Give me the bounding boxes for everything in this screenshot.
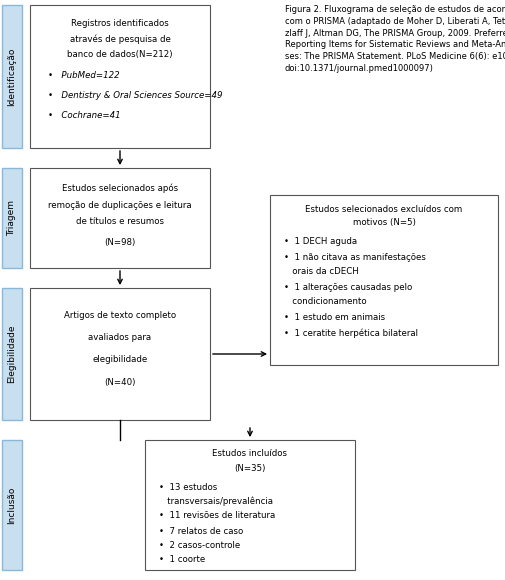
- Text: Estudos incluídos: Estudos incluídos: [212, 450, 287, 459]
- Text: Estudos selecionados após: Estudos selecionados após: [62, 183, 178, 193]
- Bar: [30, 168, 210, 268]
- Text: •  1 DECH aguda: • 1 DECH aguda: [283, 237, 357, 245]
- Text: •  13 estudos: • 13 estudos: [159, 483, 217, 491]
- Bar: [30, 5, 210, 148]
- Bar: [2, 288, 22, 420]
- Bar: [2, 168, 22, 268]
- Text: (N=35): (N=35): [234, 463, 265, 473]
- Text: condicionamento: condicionamento: [283, 296, 366, 306]
- Text: Inclusão: Inclusão: [8, 486, 17, 524]
- Text: •   Cochrane=41: • Cochrane=41: [48, 111, 120, 119]
- Text: remoção de duplicações e leitura: remoção de duplicações e leitura: [48, 201, 191, 209]
- Text: motivos (N=5): motivos (N=5): [352, 219, 415, 227]
- Text: elegibilidade: elegibilidade: [92, 356, 147, 364]
- Text: Identificação: Identificação: [8, 48, 17, 106]
- Text: Artigos de texto completo: Artigos de texto completo: [64, 311, 176, 321]
- Text: •   Dentistry & Oral Sciences Source=49: • Dentistry & Oral Sciences Source=49: [48, 90, 222, 100]
- Text: Registros identificados: Registros identificados: [71, 19, 169, 27]
- Text: Triagem: Triagem: [8, 200, 17, 236]
- Text: (N=40): (N=40): [104, 379, 135, 387]
- Text: •  1 ceratite herpética bilateral: • 1 ceratite herpética bilateral: [283, 328, 417, 338]
- Text: Estudos selecionados excluídos com: Estudos selecionados excluídos com: [305, 205, 462, 213]
- Bar: [145, 440, 355, 570]
- Text: Figura 2. Fluxograma de seleção de estudos de acordo
com o PRISMA (adaptado de M: Figura 2. Fluxograma de seleção de estud…: [284, 5, 505, 73]
- Text: transversais/prevalência: transversais/prevalência: [159, 496, 273, 506]
- Text: •   PubMed=122: • PubMed=122: [48, 71, 119, 79]
- Text: •  2 casos-controle: • 2 casos-controle: [159, 542, 240, 550]
- Text: •  1 não citava as manifestações: • 1 não citava as manifestações: [283, 252, 425, 262]
- Text: através de pesquisa de: através de pesquisa de: [69, 34, 170, 44]
- Text: (N=98): (N=98): [104, 237, 135, 246]
- Text: •  1 coorte: • 1 coorte: [159, 554, 205, 564]
- Bar: [2, 5, 22, 148]
- Text: •  1 estudo em animais: • 1 estudo em animais: [283, 313, 384, 321]
- Text: •  1 alterações causadas pelo: • 1 alterações causadas pelo: [283, 282, 412, 292]
- Text: de títulos e resumos: de títulos e resumos: [76, 218, 164, 227]
- Text: banco de dados(N=212): banco de dados(N=212): [67, 50, 172, 60]
- Text: •  7 relatos de caso: • 7 relatos de caso: [159, 527, 243, 535]
- Text: orais da cDECH: orais da cDECH: [283, 266, 358, 276]
- Text: avaliados para: avaliados para: [88, 334, 152, 343]
- Bar: [270, 195, 497, 365]
- Bar: [2, 440, 22, 570]
- Text: Elegibilidade: Elegibilidade: [8, 325, 17, 383]
- Text: •  11 revisões de literatura: • 11 revisões de literatura: [159, 512, 275, 520]
- Bar: [30, 288, 210, 420]
